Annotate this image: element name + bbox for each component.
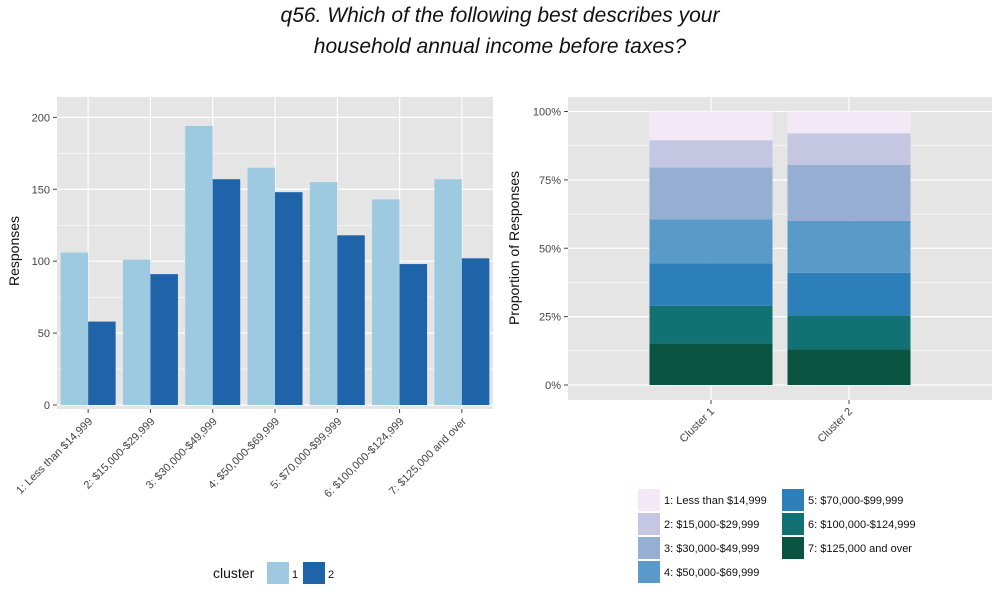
chart-title-line-2: household annual income before taxes? <box>313 35 687 58</box>
left-y-tick-label: 100 <box>32 256 50 268</box>
legend-label-income-4: 4: $50,000-$69,999 <box>664 567 759 579</box>
legend-label-income-6: 6: $100,000-$124,999 <box>808 519 916 531</box>
legend-label-cluster-2: 2 <box>328 569 334 581</box>
right-y-tick-label: 100% <box>533 107 561 119</box>
stacked-segment-income-3 <box>649 167 773 220</box>
stacked-segment-income-3 <box>787 164 911 221</box>
legend-title: cluster <box>213 565 255 581</box>
right-y-tick-label: 0% <box>545 380 561 392</box>
left-y-tick-label: 50 <box>38 328 50 340</box>
legend-key-income-1 <box>638 489 660 511</box>
stacked-segment-income-7 <box>787 349 911 385</box>
legend-label-income-3: 3: $30,000-$49,999 <box>664 543 759 555</box>
stacked-segment-income-2 <box>649 140 773 168</box>
bar-cluster-1 <box>434 179 462 405</box>
left-y-axis-title: Responses <box>6 216 22 286</box>
bar-cluster-2 <box>337 235 365 405</box>
stacked-segment-income-4 <box>787 220 911 273</box>
right-y-tick-label: 25% <box>539 312 561 324</box>
bar-cluster-1 <box>372 199 400 405</box>
bar-cluster-1 <box>185 126 213 405</box>
bar-cluster-2 <box>212 179 241 405</box>
legend-key-income-7 <box>782 537 804 559</box>
bar-cluster-1 <box>247 167 275 405</box>
stacked-segment-income-2 <box>787 133 911 165</box>
chart-title: q56. Which of the following best describ… <box>0 0 1000 62</box>
chart-title-line-1: q56. Which of the following best describ… <box>280 4 720 27</box>
right-y-axis-title: Proportion of Responses <box>506 171 522 325</box>
stacked-segment-income-5 <box>787 272 911 316</box>
right-y-tick-label: 75% <box>539 175 561 187</box>
left-y-tick-label: 0 <box>44 400 50 412</box>
legend-label-cluster-1: 1 <box>292 569 298 581</box>
right-y-tick-label: 50% <box>539 243 561 255</box>
legend-key-cluster-1 <box>267 562 289 584</box>
legend-key-income-5 <box>782 489 804 511</box>
legend-label-income-5: 5: $70,000-$99,999 <box>808 495 903 507</box>
bar-cluster-2 <box>275 192 303 405</box>
right-x-tick-label: Cluster 1 <box>678 406 718 446</box>
legend-label-income-1: 1: Less than $14,999 <box>664 495 767 507</box>
legend-key-income-3 <box>638 537 660 559</box>
stacked-segment-income-6 <box>649 305 773 344</box>
legend-label-income-2: 2: $15,000-$29,999 <box>664 519 759 531</box>
legend-key-income-4 <box>638 561 660 583</box>
legend-key-cluster-2 <box>303 562 325 584</box>
legend-label-income-7: 7: $125,000 and over <box>808 543 912 555</box>
stacked-segment-income-6 <box>787 315 911 350</box>
legend-key-income-6 <box>782 513 804 535</box>
left-y-tick-label: 200 <box>32 112 50 124</box>
legend-key-income-2 <box>638 513 660 535</box>
left-y-tick-label: 150 <box>32 184 50 196</box>
stacked-segment-income-1 <box>649 111 773 141</box>
right-x-tick-label: Cluster 2 <box>816 406 856 446</box>
stacked-segment-income-1 <box>787 111 911 134</box>
stacked-segment-income-7 <box>649 343 773 385</box>
bar-cluster-2 <box>399 264 428 405</box>
bar-cluster-2 <box>150 274 178 405</box>
bar-cluster-2 <box>88 321 116 405</box>
stacked-segment-income-4 <box>649 219 773 264</box>
bar-cluster-1 <box>309 182 338 405</box>
bar-cluster-1 <box>122 259 151 405</box>
bar-cluster-1 <box>60 252 89 405</box>
bar-cluster-2 <box>461 258 490 405</box>
stacked-segment-income-5 <box>649 263 773 306</box>
